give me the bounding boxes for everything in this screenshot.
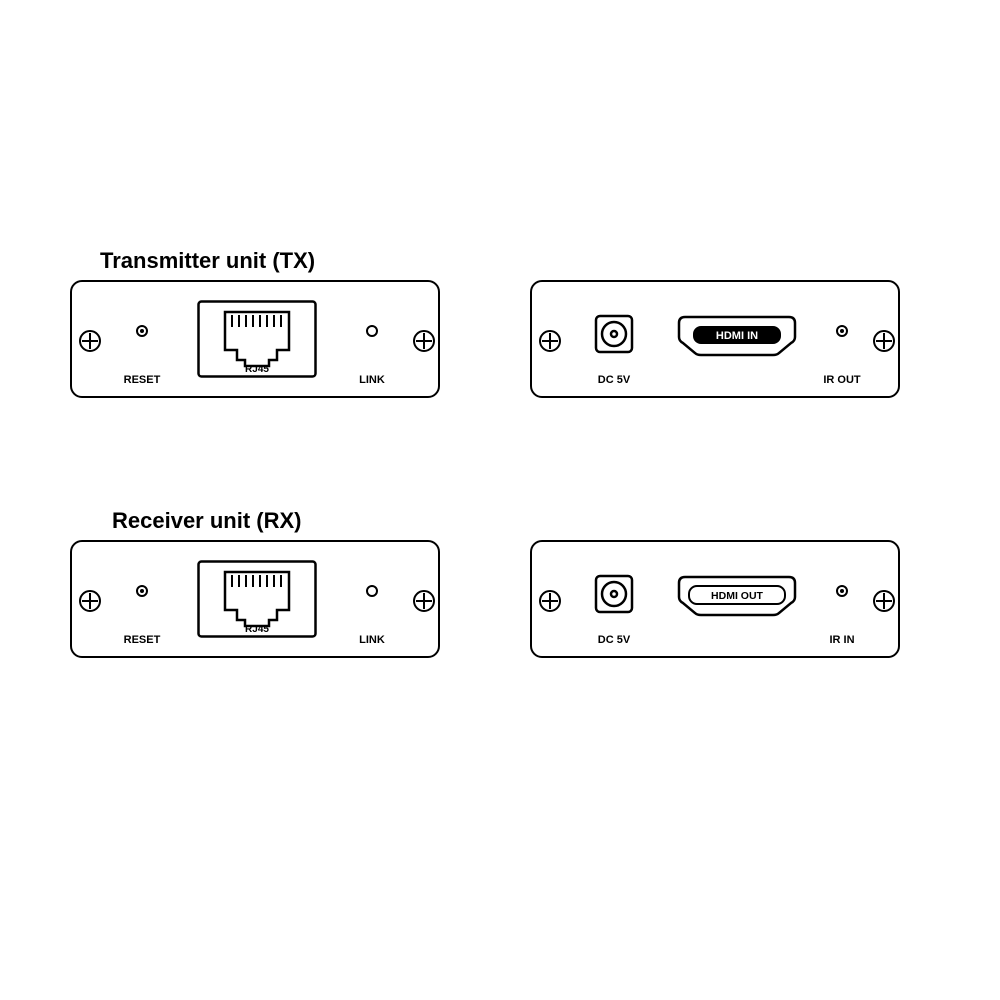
hdmi-port-icon: HDMI IN bbox=[675, 313, 799, 359]
reset-label: RESET bbox=[112, 374, 172, 386]
tx-title: Transmitter unit (TX) bbox=[100, 248, 315, 274]
ir-out-label: IR OUT bbox=[812, 374, 872, 386]
screw-icon bbox=[413, 590, 435, 612]
rx-left-panel: RESET RJ45 LINK bbox=[70, 540, 440, 658]
screw-icon bbox=[539, 590, 561, 612]
rj45-label: RJ45 bbox=[245, 364, 269, 375]
dc-jack-icon bbox=[594, 314, 634, 354]
rx-right-panel: DC 5V HDMI OUT IR IN bbox=[530, 540, 900, 658]
rj45-port-icon: RJ45 bbox=[197, 300, 317, 378]
link-label: LINK bbox=[342, 634, 402, 646]
reset-button-icon bbox=[136, 585, 148, 597]
screw-icon bbox=[413, 330, 435, 352]
rj45-label: RJ45 bbox=[245, 624, 269, 635]
ir-jack-icon bbox=[836, 325, 848, 337]
rj45-port-icon: RJ45 bbox=[197, 560, 317, 638]
dc5v-label: DC 5V bbox=[584, 374, 644, 386]
ir-in-label: IR IN bbox=[812, 634, 872, 646]
link-led-icon bbox=[366, 325, 378, 337]
hdmi-out-text: HDMI OUT bbox=[711, 590, 763, 602]
tx-left-panel: RESET RJ45 LINK bbox=[70, 280, 440, 398]
reset-button-icon bbox=[136, 325, 148, 337]
screw-icon bbox=[79, 330, 101, 352]
reset-label: RESET bbox=[112, 634, 172, 646]
dc5v-label: DC 5V bbox=[584, 634, 644, 646]
dc-jack-icon bbox=[594, 574, 634, 614]
link-led-icon bbox=[366, 585, 378, 597]
hdmi-in-text: HDMI IN bbox=[716, 330, 758, 342]
rx-title: Receiver unit (RX) bbox=[112, 508, 302, 534]
screw-icon bbox=[539, 330, 561, 352]
link-label: LINK bbox=[342, 374, 402, 386]
hdmi-port-icon: HDMI OUT bbox=[675, 573, 799, 619]
tx-right-panel: DC 5V HDMI IN IR OUT bbox=[530, 280, 900, 398]
screw-icon bbox=[79, 590, 101, 612]
ir-jack-icon bbox=[836, 585, 848, 597]
screw-icon bbox=[873, 590, 895, 612]
screw-icon bbox=[873, 330, 895, 352]
